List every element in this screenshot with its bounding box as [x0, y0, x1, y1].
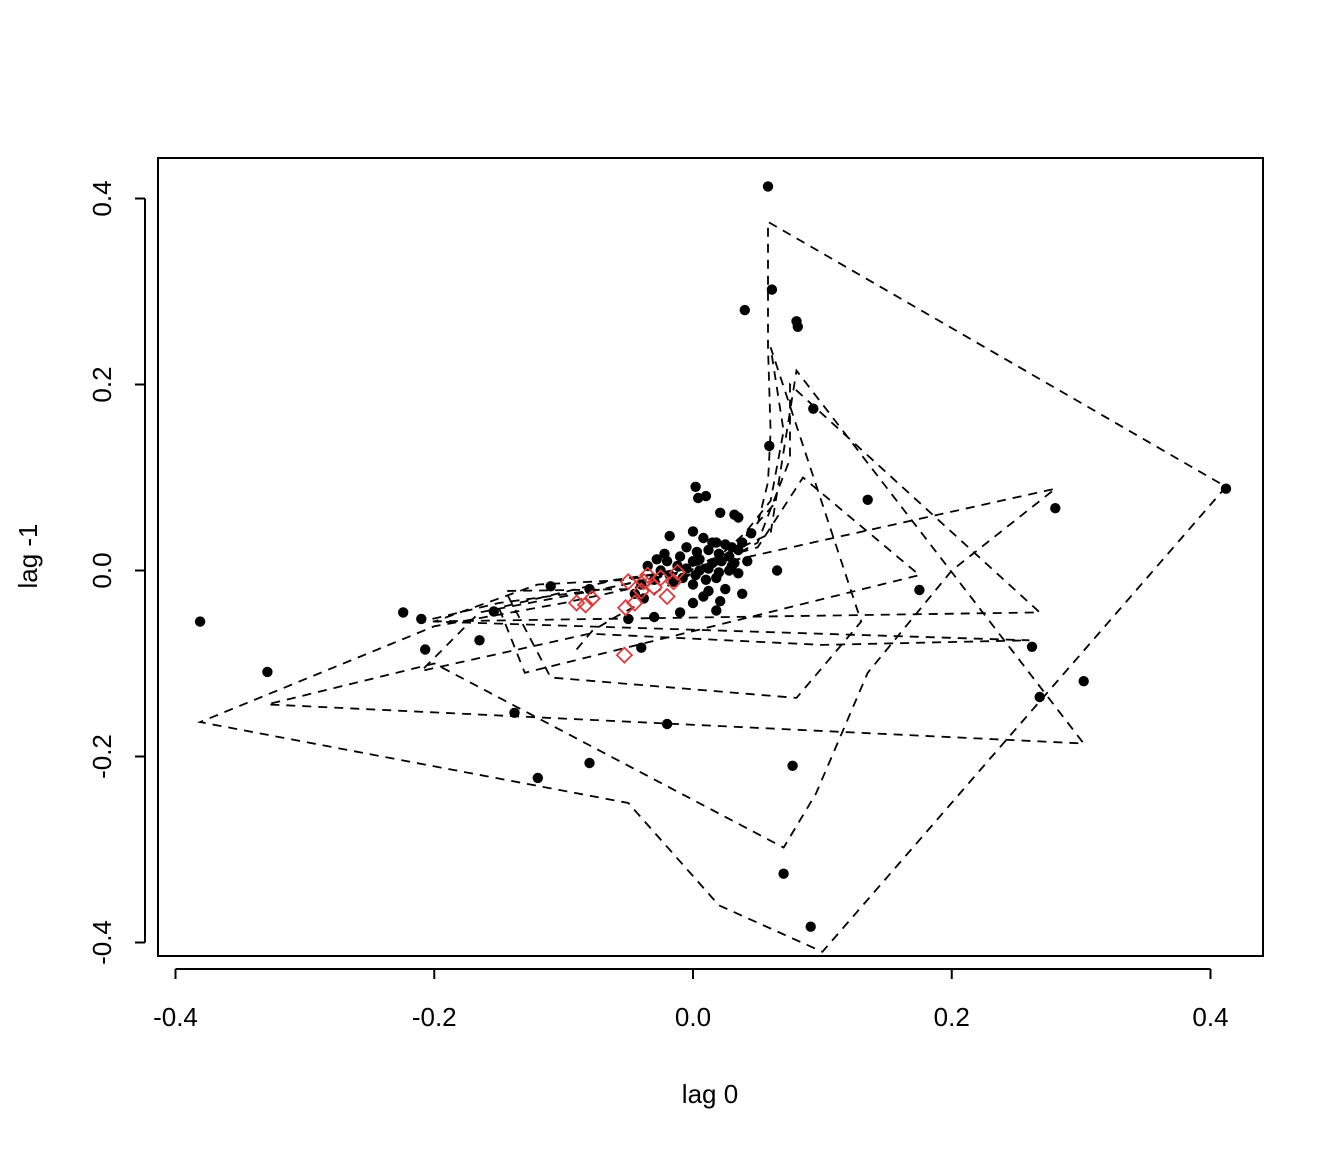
- data-point: [737, 588, 748, 599]
- data-point: [694, 554, 705, 565]
- highlight-diamond-point: [658, 587, 676, 606]
- data-point: [1220, 483, 1232, 494]
- data-point: [649, 611, 660, 623]
- highlight-diamond-point: [626, 594, 644, 612]
- data-point: [787, 760, 798, 771]
- highlight-diamond-point: [576, 596, 595, 614]
- data-point: [729, 557, 740, 569]
- x-axis-label: lag 0: [682, 1079, 738, 1109]
- data-point: [194, 616, 206, 627]
- data-point: [698, 532, 709, 544]
- data-point: [1026, 641, 1038, 652]
- data-point: [746, 528, 757, 539]
- data-point: [545, 581, 556, 592]
- points-layer: [194, 181, 1232, 932]
- data-point: [805, 921, 816, 932]
- data-point: [661, 718, 673, 730]
- x-axis: -0.4 -0.2 0.0 0.2 0.4: [153, 968, 1229, 1032]
- data-point: [771, 565, 783, 576]
- data-point: [687, 526, 699, 537]
- data-point: [778, 868, 789, 879]
- highlight-diamond-point: [635, 572, 653, 591]
- data-point: [711, 537, 722, 548]
- data-point: [703, 563, 714, 574]
- highlight-diamond-point: [638, 566, 657, 584]
- y-tick-label: 0.4: [87, 180, 117, 216]
- data-point: [914, 584, 925, 596]
- dashed-path-layer: [196, 220, 1228, 953]
- data-point: [716, 556, 727, 567]
- data-point: [762, 181, 774, 192]
- data-point: [711, 572, 722, 584]
- data-point: [711, 605, 722, 616]
- highlight-diamond-point: [632, 582, 651, 600]
- data-point: [674, 607, 686, 618]
- data-point: [733, 568, 744, 579]
- data-point: [690, 569, 701, 581]
- data-point: [681, 563, 692, 574]
- y-tick-label: 0.2: [87, 366, 117, 402]
- highlight-diamond-point: [583, 589, 601, 608]
- data-point: [687, 597, 699, 609]
- data-point: [1034, 691, 1045, 703]
- data-point: [715, 596, 726, 607]
- data-point: [700, 574, 712, 585]
- data-point: [420, 644, 431, 655]
- highlight-diamond-point: [668, 563, 687, 582]
- data-point: [681, 542, 692, 553]
- data-point: [687, 579, 699, 590]
- data-point: [733, 544, 744, 556]
- y-tick-label: -0.4: [87, 920, 117, 965]
- data-point: [700, 490, 712, 502]
- data-point: [720, 583, 731, 595]
- data-point: [262, 666, 273, 678]
- data-point: [1050, 503, 1061, 514]
- plot-frame: [157, 157, 1264, 957]
- y-tick-label: -0.2: [87, 734, 117, 779]
- highlight-diamond-point: [651, 569, 670, 587]
- x-tick-label: -0.4: [153, 1002, 198, 1032]
- data-point: [488, 606, 499, 617]
- data-point: [651, 554, 662, 565]
- x-tick-label: 0.4: [1192, 1002, 1228, 1032]
- data-point: [509, 707, 520, 718]
- data-point: [642, 560, 653, 572]
- x-tick-label: 0.2: [934, 1002, 970, 1032]
- data-point: [698, 591, 709, 602]
- data-point: [766, 284, 778, 295]
- data-point: [674, 551, 686, 562]
- y-tick-label: 0.0: [87, 552, 117, 588]
- x-tick-label: -0.2: [412, 1002, 457, 1032]
- data-point: [398, 607, 409, 618]
- data-point: [584, 757, 595, 769]
- highlight-diamond-point: [615, 646, 634, 664]
- x-tick-label: 0.0: [675, 1002, 711, 1032]
- data-point: [659, 548, 670, 559]
- highlight-diamond-point: [619, 572, 638, 591]
- data-point: [690, 481, 701, 492]
- data-point: [664, 530, 675, 542]
- data-point: [715, 507, 726, 518]
- data-point: [1078, 676, 1089, 687]
- dashed-trajectory-line: [196, 220, 1228, 953]
- data-point: [474, 635, 485, 646]
- data-point: [416, 613, 427, 625]
- y-axis: -0.4 -0.2 0.0 0.2 0.4: [87, 180, 146, 965]
- data-point: [724, 565, 735, 576]
- data-point: [808, 403, 819, 414]
- data-point: [792, 321, 803, 332]
- data-point: [636, 642, 647, 653]
- data-point: [764, 440, 775, 452]
- data-point: [532, 772, 543, 784]
- data-point: [862, 494, 873, 505]
- data-point: [739, 304, 750, 316]
- y-axis-label: lag -1: [13, 523, 43, 588]
- data-point: [629, 588, 640, 599]
- data-point: [742, 556, 753, 567]
- data-point: [703, 544, 714, 556]
- data-point: [733, 512, 744, 523]
